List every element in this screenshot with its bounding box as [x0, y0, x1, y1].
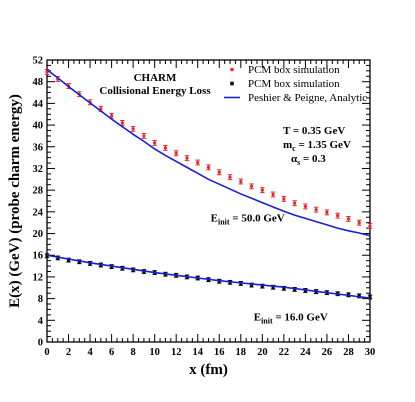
y-axis-label: E(x) (GeV) (probe charm energy) [7, 94, 23, 308]
x-tick-label: 22 [279, 347, 290, 358]
data-point [217, 170, 221, 174]
annotations: CHARM Collisional Energy Loss [99, 72, 211, 97]
data-point [368, 224, 372, 228]
data-point [293, 287, 297, 291]
x-tick-label: 26 [322, 347, 333, 358]
legend-entry-2: Peshier & Peigne, Analytic [224, 92, 367, 104]
legend-label: PCM box simulation [248, 64, 340, 76]
axis-ticks [46, 59, 371, 343]
chart-title-line-2: Collisional Energy Loss [99, 85, 211, 97]
data-point [293, 201, 297, 205]
param-temperature: T = 0.35 GeV [283, 125, 345, 137]
data-point [228, 175, 232, 179]
analytic-curve [46, 69, 371, 237]
data-point [67, 258, 71, 262]
data-point [185, 156, 189, 160]
x-tick-label: 14 [192, 347, 203, 358]
param-charm-mass: mc = 1.35 GeV [283, 139, 351, 153]
chart-title-line-1: CHARM [134, 72, 177, 84]
data-point [120, 121, 124, 125]
x-tick-label: 30 [365, 347, 376, 358]
data-point [249, 184, 254, 188]
y-tick-label: 4 [38, 316, 44, 327]
data-point [357, 294, 361, 298]
data-point [368, 295, 372, 299]
x-tick-label: 24 [300, 347, 311, 358]
legend-entry-0: PCM box simulation [230, 64, 340, 76]
legend-label: PCM box simulation [248, 78, 340, 90]
y-tick-label: 12 [33, 272, 44, 283]
series-layer [44, 68, 373, 300]
legend-entry-1: PCM box simulation [230, 78, 340, 90]
data-point [282, 197, 286, 201]
data-point [77, 260, 81, 264]
series-2 [46, 69, 371, 237]
x-tick-label: 2 [66, 347, 71, 358]
y-tick-label: 16 [33, 251, 44, 262]
y-tick-label: 40 [33, 121, 44, 132]
data-point [196, 160, 200, 165]
y-tick-label: 32 [33, 164, 44, 175]
x-tick-label: 4 [87, 347, 93, 358]
y-tick-label: 48 [33, 77, 44, 88]
curve-label-1: Einit = 16.0 GeV [254, 311, 328, 325]
x-tick-labels: 0 2 4 6 8 10 12 14 16 18 20 22 24 26 28 30 [44, 347, 375, 358]
data-point [239, 179, 243, 184]
x-tick-label: 16 [214, 347, 225, 358]
x-tick-label: 20 [257, 347, 268, 358]
series-3 [46, 254, 371, 299]
x-tick-label: 28 [343, 347, 354, 358]
legend-label: Peshier & Peigne, Analytic [248, 92, 367, 104]
data-point [142, 134, 146, 138]
x-tick-label: 18 [236, 347, 247, 358]
y-tick-label: 44 [33, 99, 44, 110]
x-tick-label: 12 [171, 347, 182, 358]
data-point [336, 214, 340, 218]
legend-marker [230, 67, 234, 72]
x-axis-label: x (fm) [189, 362, 228, 378]
data-point [260, 284, 264, 288]
data-point [260, 188, 264, 192]
y-tick-label: 28 [33, 186, 44, 197]
data-point [282, 286, 286, 290]
data-point [206, 165, 211, 169]
x-tick-label: 8 [131, 347, 136, 358]
data-point [271, 285, 275, 289]
legend-marker [230, 81, 234, 86]
y-tick-label: 52 [33, 56, 44, 67]
data-point [174, 151, 178, 155]
param-coupling: αs = 0.3 [291, 153, 326, 167]
data-point [250, 283, 254, 287]
x-tick-label: 6 [109, 347, 114, 358]
x-tick-label: 0 [44, 347, 49, 358]
y-tick-label: 8 [38, 294, 43, 305]
data-point [110, 114, 114, 118]
y-tick-label: 36 [33, 142, 44, 153]
x-tick-label: 10 [149, 347, 160, 358]
legend: PCM box simulation PCM box simulation Pesh… [224, 64, 367, 104]
y-tick-label: 20 [33, 229, 44, 240]
data-point [131, 127, 135, 131]
data-point [271, 192, 275, 197]
data-point [346, 217, 351, 221]
data-point [303, 204, 307, 209]
data-point [325, 210, 329, 214]
curve-label-0: Einit = 50.0 GeV [211, 213, 285, 227]
y-tick-label: 0 [38, 338, 43, 349]
curve-labels: Einit = 50.0 GeV Einit = 16.0 GeV [211, 213, 328, 326]
data-point [314, 208, 318, 212]
data-point [357, 221, 361, 225]
data-point [153, 141, 157, 145]
y-tick-label: 24 [33, 207, 44, 218]
analytic-curve [46, 254, 371, 299]
data-point [163, 146, 168, 150]
